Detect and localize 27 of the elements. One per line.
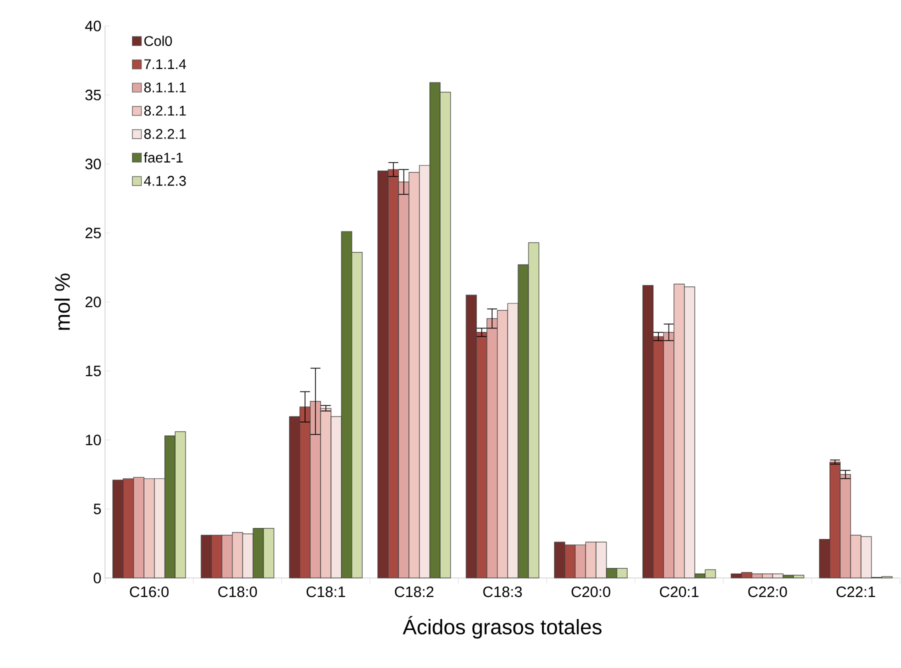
- y-tick-label: 40: [85, 20, 101, 32]
- y-tick-label: 10: [86, 434, 101, 446]
- legend-label: Col0: [144, 36, 172, 46]
- y-tick-label: 15: [86, 366, 101, 376]
- y-tick-label: 25: [86, 228, 101, 238]
- y-axis-title: mol %: [54, 274, 70, 330]
- y-tick-label: 5: [94, 504, 101, 514]
- legend-label: 4.1.2.3: [144, 176, 186, 186]
- x-tick-label: C20:1: [660, 586, 698, 598]
- x-tick-label: C18:1: [306, 586, 346, 598]
- legend-label: 8.1.1.1: [144, 82, 186, 92]
- x-tick-label: C22:0: [748, 586, 787, 598]
- legend-label: fae1-1: [144, 152, 183, 163]
- y-tick-label: 20: [86, 296, 101, 308]
- legend-label: 8.2.1.1: [144, 106, 186, 116]
- y-tick-label: 35: [85, 90, 101, 100]
- x-tick-label: C16:0: [130, 586, 169, 598]
- x-axis-title: Ácidos grasos totales: [402, 616, 602, 639]
- x-tick-label: C18:2: [394, 586, 434, 598]
- legend-label: 8.2.2.1: [144, 129, 186, 139]
- x-tick-label: C20:0: [572, 586, 610, 598]
- y-tick-label: 30: [85, 158, 101, 170]
- x-tick-label: C18:0: [218, 586, 257, 598]
- legend-label: 7.1.1.4: [144, 59, 186, 69]
- y-tick-label: 0: [94, 572, 101, 584]
- x-tick-label: C18:3: [483, 586, 522, 598]
- x-tick-label: C22:1: [836, 586, 876, 598]
